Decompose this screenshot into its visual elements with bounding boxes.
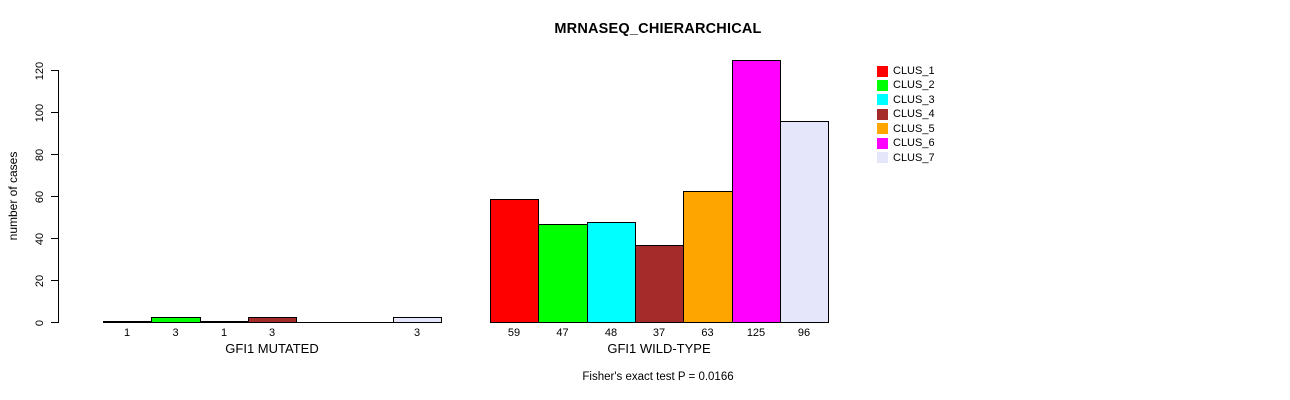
legend-label: CLUS_3 [893,93,935,106]
y-axis-tick-label: 80 [34,148,46,162]
legend-swatch [877,94,888,106]
legend-swatch [877,79,888,91]
y-axis-tick [51,112,58,113]
bar-clus_7 [780,121,829,323]
bar-clus_1 [103,321,152,323]
legend-swatch [877,152,888,164]
bar-value-label: 37 [652,327,666,339]
legend-item-clus_7: CLUS_7 [877,152,935,164]
bar-clus_1 [490,199,539,323]
legend-label: CLUS_2 [893,79,935,92]
bar-clus_7 [393,317,442,323]
y-axis-tick-label: 40 [34,232,46,246]
y-axis-tick-label: 100 [34,103,46,123]
legend-swatch [877,65,888,77]
bar-clus_2 [151,317,201,323]
y-axis-tick-label: 20 [34,274,46,288]
chart-title: MRNASEQ_CHIERARCHICAL [554,21,762,37]
x-group-label: GFI1 WILD-TYPE [607,341,711,356]
legend-item-clus_5: CLUS_5 [877,123,935,135]
y-axis-tick-label: 0 [34,319,46,327]
bar-value-label: 3 [268,327,276,339]
legend-item-clus_6: CLUS_6 [877,137,935,149]
y-axis-tick [51,196,58,197]
y-axis-tick [51,154,58,155]
y-axis-tick [51,238,58,239]
y-axis-label: number of cases [6,151,20,241]
bar-value-label: 63 [701,327,714,339]
legend-item-clus_4: CLUS_4 [877,108,935,120]
bar-value-label: 96 [797,327,811,339]
y-axis-tick-label: 60 [34,190,46,204]
bar-clus_5 [683,191,733,323]
legend-swatch [877,108,888,120]
annotation-fisher-test: Fisher's exact test P = 0.0166 [582,371,734,383]
legend-swatch [877,137,888,149]
legend-label: CLUS_4 [893,108,935,121]
bar-value-label: 47 [556,327,569,339]
bar-clus_4 [635,245,684,323]
legend-label: CLUS_5 [893,122,935,135]
bar-value-label: 48 [604,327,618,339]
bar-clus_3 [587,222,636,323]
bar-value-label: 125 [746,327,766,339]
y-axis-tick [51,280,58,281]
legend-label: CLUS_6 [893,137,935,150]
bar-value-label: 59 [507,327,521,339]
legend-item-clus_3: CLUS_3 [877,94,935,106]
bar-value-label: 3 [413,327,421,339]
y-axis-tick-label: 120 [34,61,46,81]
y-axis-tick [51,70,58,71]
legend-swatch [877,123,888,135]
y-axis-line [58,70,59,323]
legend-label: CLUS_7 [893,151,935,164]
bar-value-label: 1 [220,327,228,339]
legend-item-clus_2: CLUS_2 [877,79,935,91]
x-group-label: GFI1 MUTATED [225,341,319,356]
y-axis-tick [51,322,58,323]
legend-label: CLUS_1 [893,65,935,77]
bar-clus_2 [538,224,588,323]
bar-clus_6 [732,60,781,323]
bar-clus_3 [200,321,249,323]
bar-value-label: 1 [123,327,131,339]
bar-clus_4 [248,317,297,323]
bar-value-label: 3 [172,327,179,339]
legend-item-clus_1: CLUS_1 [877,65,935,77]
